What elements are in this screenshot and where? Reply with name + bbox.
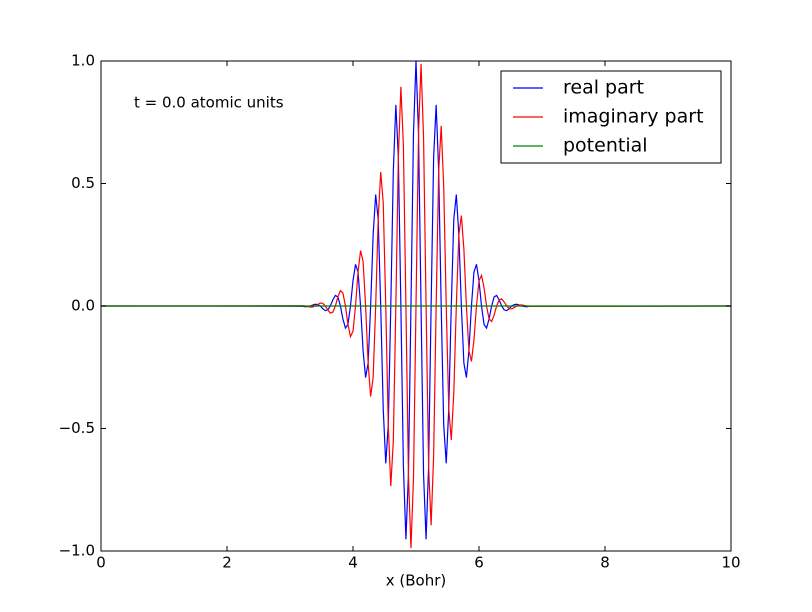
x-tick-label: 2: [222, 554, 232, 572]
y-tick-label: 1.0: [71, 52, 95, 70]
x-tick-label: 4: [348, 554, 358, 572]
legend-label: imaginary part: [563, 106, 704, 128]
x-tick-label: 0: [96, 554, 106, 572]
legend-label: potential: [563, 135, 648, 157]
y-tick-label: −1.0: [59, 542, 95, 560]
y-tick-label: 0.0: [71, 297, 95, 315]
annotation: t = 0.0 atomic units: [134, 94, 284, 112]
legend-label: real part: [563, 77, 644, 99]
x-axis-label: x (Bohr): [386, 572, 447, 590]
x-tick-label: 8: [600, 554, 610, 572]
x-tick-label: 10: [721, 554, 740, 572]
y-tick-label: 0.5: [71, 174, 95, 192]
x-tick-label: 6: [474, 554, 484, 572]
y-tick-label: −0.5: [59, 419, 95, 437]
